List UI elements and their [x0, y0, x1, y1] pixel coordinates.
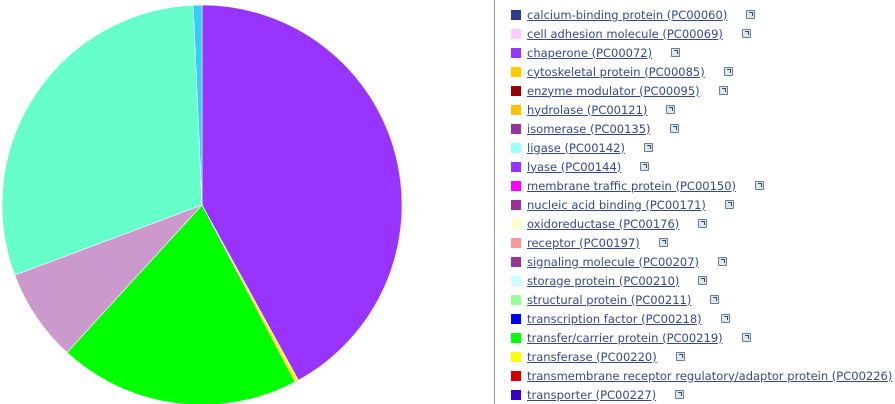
legend-item: chaperone (PC00072): [511, 43, 895, 62]
external-link-icon[interactable]: [718, 86, 728, 95]
legend-item: cytoskeletal protein (PC00085): [511, 62, 895, 81]
external-link-icon[interactable]: [710, 295, 720, 304]
legend-swatch: [511, 142, 521, 153]
external-link-icon[interactable]: [741, 333, 751, 342]
legend-swatch: [511, 256, 521, 267]
external-link-icon[interactable]: [658, 238, 668, 247]
pie-slice[interactable]: [201, 4, 403, 381]
legend-swatch: [511, 85, 521, 96]
legend-link[interactable]: cytoskeletal protein (PC00085): [527, 64, 705, 79]
legend-link[interactable]: transfer/carrier protein (PC00219): [527, 330, 723, 345]
legend-item: cell adhesion molecule (PC00069): [511, 24, 895, 43]
legend-swatch: [511, 294, 521, 305]
legend-item: oxidoreductase (PC00176): [511, 214, 895, 233]
legend-swatch: [511, 9, 521, 20]
legend-link[interactable]: chaperone (PC00072): [527, 45, 653, 60]
legend-item: transmembrane receptor regulatory/adapto…: [511, 366, 895, 385]
legend-item: ligase (PC00142): [511, 138, 895, 157]
legend-item: structural protein (PC00211): [511, 290, 895, 309]
legend-link[interactable]: oxidoreductase (PC00176): [527, 216, 680, 231]
legend-item: calcium-binding protein (PC00060): [511, 5, 895, 24]
legend-link[interactable]: enzyme modulator (PC00095): [527, 83, 700, 98]
legend-swatch: [511, 370, 521, 381]
external-link-icon[interactable]: [724, 200, 734, 209]
external-link-icon[interactable]: [640, 162, 650, 171]
external-link-icon[interactable]: [698, 219, 708, 228]
external-link-icon[interactable]: [675, 352, 685, 361]
external-link-icon[interactable]: [718, 257, 728, 266]
legend-link[interactable]: transcription factor (PC00218): [527, 311, 702, 326]
legend-link[interactable]: transmembrane receptor regulatory/adapto…: [527, 368, 893, 383]
legend-item: transporter (PC00227): [511, 385, 895, 404]
legend-item: enzyme modulator (PC00095): [511, 81, 895, 100]
external-link-icon[interactable]: [755, 181, 765, 190]
legend-swatch: [511, 275, 521, 286]
legend-link[interactable]: transferase (PC00220): [527, 349, 657, 364]
pie-slice[interactable]: [1, 4, 203, 276]
legend-item: receptor (PC00197): [511, 233, 895, 252]
legend-link[interactable]: hydrolase (PC00121): [527, 102, 648, 117]
legend-swatch: [511, 66, 521, 77]
legend-swatch: [511, 199, 521, 210]
legend-swatch: [511, 313, 521, 324]
legend-swatch: [511, 389, 521, 400]
external-link-icon[interactable]: [720, 314, 730, 323]
legend-item: transferase (PC00220): [511, 347, 895, 366]
legend-link[interactable]: signaling molecule (PC00207): [527, 254, 700, 269]
external-link-icon[interactable]: [666, 105, 676, 114]
external-link-icon[interactable]: [643, 143, 653, 152]
legend-link[interactable]: membrane traffic protein (PC00150): [527, 178, 737, 193]
legend-item: transfer/carrier protein (PC00219): [511, 328, 895, 347]
legend-swatch: [511, 47, 521, 58]
legend-item: membrane traffic protein (PC00150): [511, 176, 895, 195]
legend-swatch: [511, 237, 521, 248]
legend-item: signaling molecule (PC00207): [511, 252, 895, 271]
legend-swatch: [511, 332, 521, 343]
legend-link[interactable]: cell adhesion molecule (PC00069): [527, 26, 723, 41]
legend-swatch: [511, 104, 521, 115]
legend-swatch: [511, 351, 521, 362]
divider: [494, 0, 495, 404]
external-link-icon[interactable]: [675, 390, 685, 399]
legend-link[interactable]: lyase (PC00144): [527, 159, 622, 174]
external-link-icon[interactable]: [746, 10, 756, 19]
legend-swatch: [511, 123, 521, 134]
external-link-icon[interactable]: [698, 276, 708, 285]
legend-swatch: [511, 218, 521, 229]
legend-link[interactable]: calcium-binding protein (PC00060): [527, 7, 728, 22]
legend-swatch: [511, 161, 521, 172]
legend-link[interactable]: ligase (PC00142): [527, 140, 625, 155]
pie-chart-area: [1, 4, 403, 404]
legend-item: nucleic acid binding (PC00171): [511, 195, 895, 214]
pie-slice[interactable]: [66, 204, 296, 404]
legend-swatch: [511, 180, 521, 191]
legend-link[interactable]: transporter (PC00227): [527, 387, 657, 402]
legend-item: transcription factor (PC00218): [511, 309, 895, 328]
pie-chart: [1, 4, 403, 404]
legend-link[interactable]: nucleic acid binding (PC00171): [527, 197, 706, 212]
legend: calcium-binding protein (PC00060) cell a…: [511, 5, 895, 404]
legend-link[interactable]: storage protein (PC00210): [527, 273, 680, 288]
legend-item: storage protein (PC00210): [511, 271, 895, 290]
external-link-icon[interactable]: [741, 29, 751, 38]
legend-item: lyase (PC00144): [511, 157, 895, 176]
external-link-icon[interactable]: [669, 124, 679, 133]
legend-swatch: [511, 28, 521, 39]
external-link-icon[interactable]: [723, 67, 733, 76]
legend-link[interactable]: isomerase (PC00135): [527, 121, 651, 136]
legend-item: isomerase (PC00135): [511, 119, 895, 138]
pie-slice[interactable]: [192, 4, 203, 206]
external-link-icon[interactable]: [671, 48, 681, 57]
legend-link[interactable]: receptor (PC00197): [527, 235, 640, 250]
legend-item: hydrolase (PC00121): [511, 100, 895, 119]
legend-link[interactable]: structural protein (PC00211): [527, 292, 692, 307]
